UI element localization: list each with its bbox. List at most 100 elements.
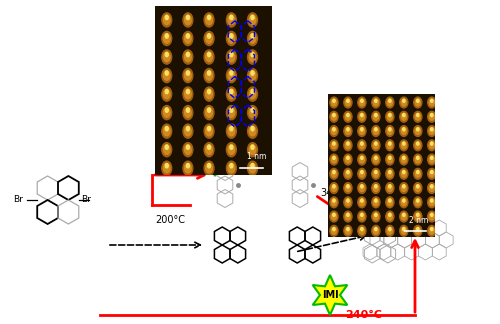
- Circle shape: [228, 145, 234, 155]
- Circle shape: [206, 15, 212, 25]
- Circle shape: [248, 161, 258, 175]
- Circle shape: [374, 113, 378, 120]
- Circle shape: [186, 34, 190, 38]
- Circle shape: [388, 227, 392, 234]
- Circle shape: [414, 183, 422, 193]
- Circle shape: [360, 142, 364, 149]
- Circle shape: [333, 113, 335, 117]
- Circle shape: [162, 87, 172, 101]
- Circle shape: [184, 34, 191, 43]
- Circle shape: [416, 142, 419, 145]
- Circle shape: [388, 199, 392, 206]
- Circle shape: [162, 13, 172, 27]
- Circle shape: [360, 113, 364, 120]
- Circle shape: [386, 126, 394, 136]
- Circle shape: [400, 211, 408, 222]
- Circle shape: [204, 161, 214, 175]
- Circle shape: [360, 185, 363, 188]
- Circle shape: [346, 113, 349, 117]
- Circle shape: [428, 126, 436, 136]
- Circle shape: [430, 213, 433, 216]
- Circle shape: [415, 99, 420, 106]
- Circle shape: [401, 170, 406, 177]
- Circle shape: [346, 199, 350, 206]
- Circle shape: [344, 226, 352, 236]
- Circle shape: [184, 71, 191, 80]
- Text: 2 nm: 2 nm: [409, 216, 428, 225]
- Circle shape: [204, 124, 214, 138]
- Circle shape: [249, 164, 256, 173]
- Circle shape: [414, 168, 422, 179]
- Circle shape: [344, 154, 352, 165]
- Circle shape: [346, 142, 350, 149]
- Circle shape: [230, 52, 233, 57]
- Circle shape: [208, 145, 210, 149]
- Circle shape: [428, 197, 436, 208]
- Circle shape: [358, 111, 366, 122]
- Circle shape: [430, 99, 433, 102]
- Circle shape: [204, 31, 214, 46]
- Circle shape: [208, 89, 210, 94]
- Circle shape: [360, 199, 364, 206]
- Circle shape: [332, 213, 336, 220]
- Circle shape: [333, 213, 335, 216]
- Circle shape: [402, 113, 405, 117]
- Circle shape: [429, 213, 434, 220]
- Circle shape: [332, 199, 336, 206]
- Circle shape: [186, 71, 190, 75]
- Circle shape: [346, 99, 350, 106]
- Circle shape: [330, 140, 338, 151]
- Circle shape: [372, 197, 380, 208]
- Circle shape: [430, 156, 433, 159]
- Circle shape: [332, 128, 336, 134]
- Circle shape: [414, 197, 422, 208]
- Circle shape: [374, 185, 378, 191]
- Circle shape: [333, 185, 335, 188]
- Circle shape: [184, 164, 191, 173]
- Circle shape: [332, 170, 336, 177]
- Circle shape: [251, 164, 254, 168]
- Circle shape: [249, 52, 256, 62]
- Circle shape: [402, 156, 405, 159]
- Circle shape: [162, 68, 172, 83]
- Circle shape: [388, 227, 391, 231]
- Circle shape: [332, 99, 336, 106]
- Circle shape: [360, 156, 363, 159]
- Circle shape: [333, 227, 335, 231]
- Circle shape: [388, 185, 391, 188]
- Circle shape: [330, 97, 338, 108]
- Circle shape: [249, 145, 256, 155]
- Circle shape: [401, 142, 406, 149]
- Circle shape: [346, 128, 349, 131]
- Circle shape: [346, 99, 349, 102]
- Circle shape: [429, 170, 434, 177]
- Circle shape: [251, 89, 254, 94]
- Circle shape: [430, 185, 433, 188]
- Circle shape: [402, 227, 405, 231]
- Circle shape: [249, 71, 256, 80]
- Circle shape: [228, 52, 234, 62]
- Circle shape: [230, 108, 233, 112]
- Circle shape: [230, 15, 233, 20]
- Circle shape: [414, 126, 422, 136]
- Circle shape: [165, 126, 168, 131]
- Circle shape: [346, 156, 349, 159]
- Circle shape: [415, 142, 420, 149]
- Circle shape: [248, 87, 258, 101]
- Circle shape: [226, 143, 236, 157]
- Circle shape: [358, 154, 366, 165]
- Circle shape: [416, 227, 419, 231]
- Circle shape: [346, 227, 350, 234]
- Circle shape: [401, 199, 406, 206]
- Circle shape: [374, 227, 378, 234]
- Circle shape: [372, 183, 380, 193]
- Circle shape: [344, 183, 352, 193]
- Circle shape: [332, 142, 336, 149]
- Text: 240°C: 240°C: [345, 310, 382, 320]
- Circle shape: [230, 71, 233, 75]
- Circle shape: [386, 97, 394, 108]
- Circle shape: [429, 113, 434, 120]
- Circle shape: [249, 126, 256, 136]
- Circle shape: [333, 99, 335, 102]
- Circle shape: [372, 140, 380, 151]
